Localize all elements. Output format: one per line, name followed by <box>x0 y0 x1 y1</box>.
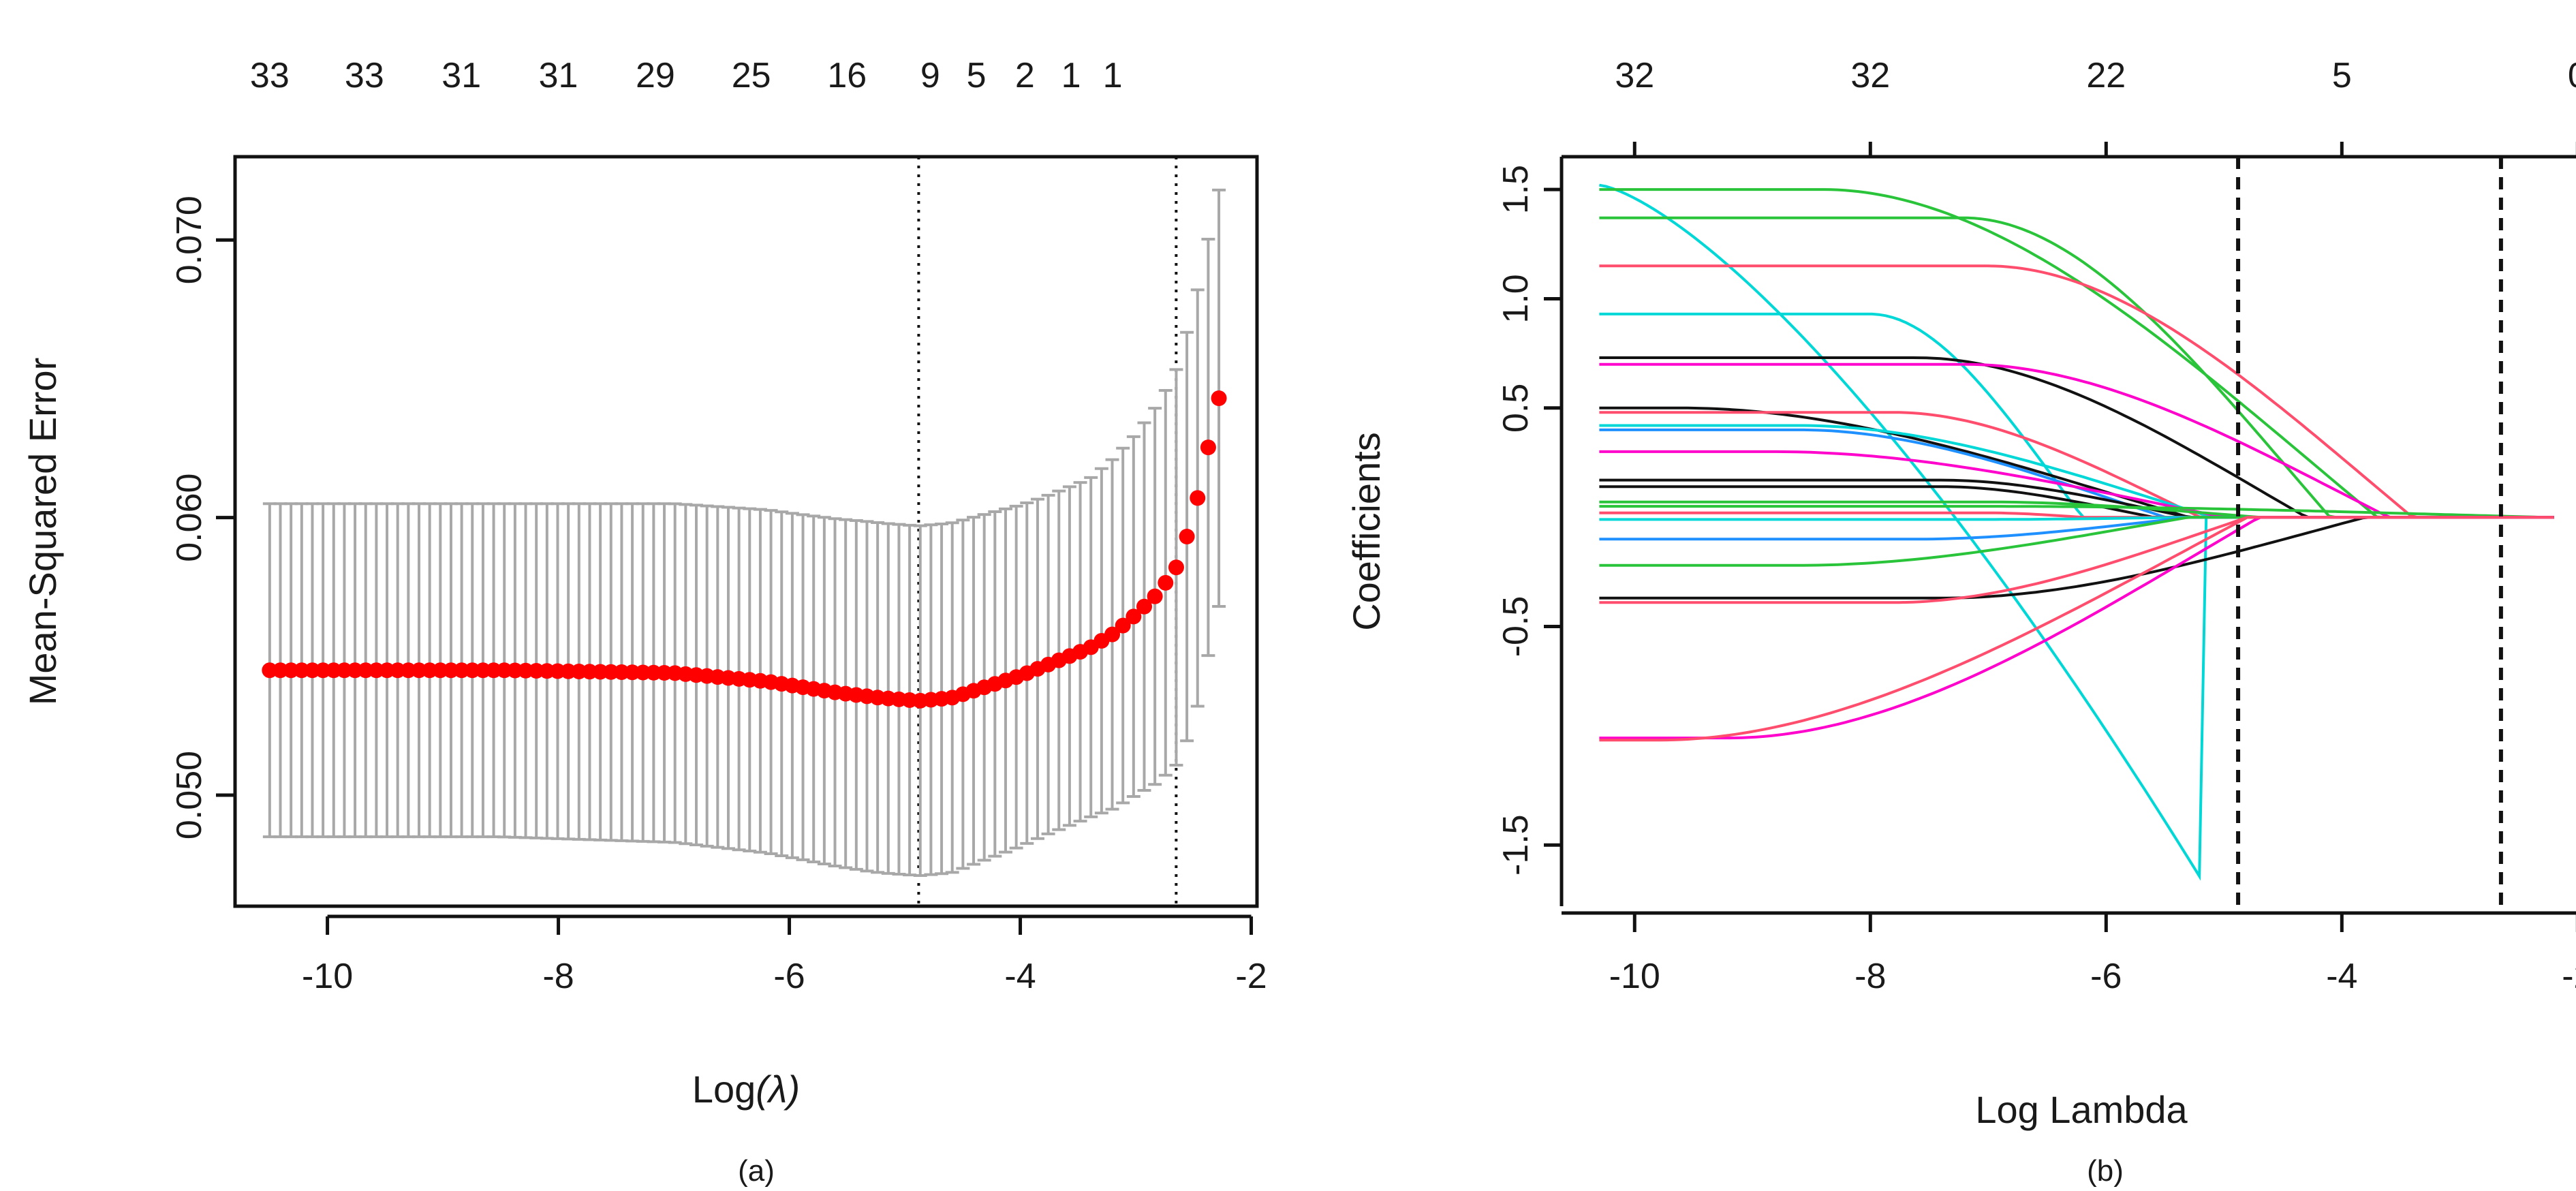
panel-b-coef-line <box>1599 516 2554 742</box>
panel-a-y-axis: 0.050 0.060 0.070 <box>170 196 237 839</box>
panel-a-top-tick-label: 5 <box>967 56 987 95</box>
panel-b-axes: -10 -8 -6 -4 -2 32 32 22 5 0 -1.5 -0.5 0.5 1.0 1.5 <box>1496 56 2576 996</box>
panel-a-mse-point <box>1147 588 1163 604</box>
panel-b-x-tick-label: -10 <box>1609 957 1660 996</box>
panel-b-vlines <box>2236 157 2503 906</box>
panel-a-mse-point <box>1126 608 1142 625</box>
panel-a-caption: (a) <box>738 1154 775 1188</box>
panel-b-coef-line <box>1599 216 2554 519</box>
panel-b-top-tick-label: 32 <box>1850 56 1890 95</box>
panel-a-top-tick-label: 16 <box>827 56 867 95</box>
panel-b-y-tick-label: -1.5 <box>1496 814 1536 876</box>
panel-b-y-tick-label: -0.5 <box>1496 596 1536 658</box>
panel-b-coefficient-path-plot: -10 -8 -6 -4 -2 32 32 22 5 0 -1.5 -0.5 0.5 1.0 1.5 Log… <box>1345 56 2576 1188</box>
panel-a-mse-point <box>1104 626 1121 643</box>
panel-a-mse-point <box>1200 439 1216 456</box>
panel-a-mse-point <box>1168 559 1184 576</box>
panel-b-caption: (b) <box>2087 1154 2124 1188</box>
panel-b-top-tick-label: 5 <box>2332 56 2352 95</box>
panel-a-mse-point <box>1158 574 1174 591</box>
panel-a-x-tick-label: -10 <box>302 957 353 996</box>
panel-a-top-tick-label: 9 <box>920 56 940 95</box>
panel-b-y-tick-label: 0.5 <box>1496 384 1536 433</box>
panel-b-y-axis-title: Coefficients <box>1345 432 1388 631</box>
panel-b-top-tick-label: 32 <box>1615 56 1654 95</box>
panel-a-y-tick-label: 0.070 <box>170 196 209 284</box>
panel-a-y-tick-label: 0.050 <box>170 751 209 839</box>
panel-b-coef-line <box>1599 264 2554 519</box>
panel-b-top-tick-label: 22 <box>2086 56 2126 95</box>
panel-b-x-tick-label: -2 <box>2562 957 2576 996</box>
panel-a-top-tick-label: 1 <box>1061 56 1081 95</box>
panel-a-y-tick-label: 0.060 <box>170 474 209 562</box>
panel-b-y-tick-label: 1.0 <box>1496 274 1536 323</box>
panel-b-coef-line <box>1599 516 2554 567</box>
panel-b-x-axis-title: Log Lambda <box>1975 1088 2188 1131</box>
panel-b-top-tick-label: 0 <box>2568 56 2576 95</box>
panel-a-mse-point <box>1115 617 1131 634</box>
panel-a-top-tick-label: 33 <box>345 56 384 95</box>
panel-a-mse-point <box>1136 598 1152 615</box>
panel-b-coef-line <box>1599 516 2554 740</box>
panel-a-x-axis-title: Log(λ) <box>692 1068 800 1111</box>
panel-a-x-tick-label: -2 <box>1235 957 1267 996</box>
panel-a-top-tick-label: 29 <box>636 56 675 95</box>
panel-b-coef-line <box>1599 188 2554 519</box>
panel-b-coefficient-lines <box>1599 183 2554 881</box>
panel-a-top-tick-label: 25 <box>732 56 771 95</box>
panel-a-y-axis-title: Mean-Squared Error <box>21 358 64 705</box>
panel-a-top-tick-label: 33 <box>250 56 290 95</box>
panel-b-coef-line <box>1599 505 2554 519</box>
panel-a-mse-point <box>1179 529 1195 545</box>
panel-a-points <box>262 390 1227 709</box>
panel-a-x-axis: -10 -8 -6 -4 -2 <box>302 914 1267 996</box>
panel-b-x-tick-label: -8 <box>1855 957 1886 996</box>
panel-a-mse-point <box>1190 490 1206 506</box>
panel-a-top-tick-label: 1 <box>1103 56 1123 95</box>
panel-a-error-bars <box>262 188 1226 877</box>
panel-a-top-tick-label: 31 <box>539 56 578 95</box>
panel-a-x-tick-label: -4 <box>1004 957 1036 996</box>
panel-a-mse-point <box>1211 390 1227 406</box>
panel-b-x-tick-label: -4 <box>2326 957 2357 996</box>
panel-a-x-tick-label: -6 <box>773 957 805 996</box>
panel-a-top-tick-label: 2 <box>1015 56 1035 95</box>
panel-b-x-tick-label: -6 <box>2090 957 2122 996</box>
panel-a-x-tick-label: -8 <box>542 957 574 996</box>
panel-b-y-tick-label: 1.5 <box>1496 165 1536 214</box>
panel-a-top-axis: 33 33 31 31 29 25 16 9 5 2 1 1 <box>250 56 1123 95</box>
panel-a-top-tick-label: 31 <box>441 56 481 95</box>
